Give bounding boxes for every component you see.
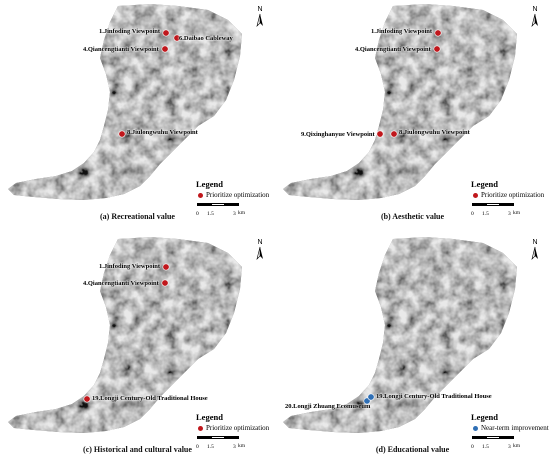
scale-unit: km [238, 210, 246, 216]
legend-dot-icon [198, 425, 203, 431]
panel-aesthetic: 1.Jinfoding Viewpoint 4.Qiancengtianti V… [275, 0, 550, 232]
terrain-map [283, 4, 517, 200]
label-jiulongwuhu: 8.Jiulongwuhu Viewpoint [127, 129, 198, 136]
label-jiulongwuhu: 8.Jiulongwuhu Viewpoint [399, 129, 470, 136]
marker-4 [161, 279, 169, 287]
scale-tick-2: 3 [233, 211, 236, 217]
marker-4 [161, 45, 169, 53]
panel-historical-cultural: 1.Jinfoding Viewpoint 4.Qiancengtianti V… [0, 233, 275, 465]
legend-item: Near-term improvement [473, 424, 549, 432]
label-longji-ecomuseum: 20.Longji Zhuang Ecomuseum [285, 403, 371, 410]
label-qiancengtianti: 4.Qiancengtianti Viewpoint [355, 46, 431, 53]
label-qiancengtianti: 4.Qiancengtianti Viewpoint [83, 46, 159, 53]
scale-bar [197, 203, 239, 208]
marker-8 [390, 130, 398, 138]
marker-19 [367, 393, 375, 401]
marker-1 [434, 29, 442, 37]
label-qiancengtianti: 4.Qiancengtianti Viewpoint [83, 280, 159, 287]
marker-4 [433, 45, 441, 53]
panel-educational: 20.Longji Zhuang Ecomuseum 19.Longji Cen… [275, 233, 550, 465]
legend-title: Legend [196, 179, 223, 189]
scale-unit: km [513, 210, 521, 216]
north-arrow-icon: N [529, 239, 541, 261]
marker-1 [162, 29, 170, 37]
legend-item: Prioritize optimization [198, 424, 269, 432]
terrain-map [8, 4, 242, 200]
label-longji-house: 19.Longji Century-Old Traditional House [92, 395, 208, 402]
scale-tick-1: 1.5 [482, 211, 489, 217]
scale-tick-1: 1.5 [207, 444, 214, 450]
scale-tick-2: 3 [233, 444, 236, 450]
terrain-map [283, 237, 517, 433]
terrain-map [8, 237, 242, 433]
scale-unit: km [238, 443, 246, 449]
scale-tick-0: 0 [471, 211, 474, 217]
scale-tick-0: 0 [196, 444, 199, 450]
legend-title: Legend [471, 179, 498, 189]
scale-unit: km [513, 443, 521, 449]
scale-tick-1: 1.5 [207, 211, 214, 217]
scale-bar [197, 436, 239, 441]
scale-tick-1: 1.5 [482, 444, 489, 450]
north-arrow-icon: N [254, 239, 266, 261]
label-jinfoding: 1.Jinfoding Viewpoint [99, 28, 161, 35]
scale-tick-0: 0 [196, 211, 199, 217]
legend-title: Legend [471, 412, 498, 422]
marker-19 [83, 395, 91, 403]
marker-8 [118, 130, 126, 138]
panel-caption: (c) Historical and cultural value [83, 445, 192, 454]
scale-tick-2: 3 [508, 211, 511, 217]
label-daibao: 6.Daibao Cableway [179, 35, 233, 42]
scale-tick-0: 0 [471, 444, 474, 450]
legend-dot-icon [198, 192, 203, 198]
label-jinfoding: 1.Jinfoding Viewpoint [371, 28, 433, 35]
label-longji-house: 19.Longji Century-Old Traditional House [376, 393, 492, 400]
panel-caption: (d) Educational value [375, 445, 450, 454]
north-arrow-icon: N [254, 6, 266, 28]
panel-recreational: 1.Jinfoding Viewpoint 6.Daibao Cableway … [0, 0, 275, 232]
legend-title: Legend [196, 412, 223, 422]
label-qixinghanyue: 9.Qixinghanyue Viewpoint [301, 131, 375, 138]
label-jinfoding: 1.Jinfoding Viewpoint [99, 263, 161, 270]
scale-tick-2: 3 [508, 444, 511, 450]
north-arrow-icon: N [529, 6, 541, 28]
panel-caption: (b) Aesthetic value [380, 212, 445, 221]
legend-dot-icon [473, 192, 478, 198]
panel-caption: (a) Recreational value [100, 212, 175, 221]
legend-dot-icon [473, 425, 478, 431]
marker-6 [173, 34, 181, 42]
legend-item: Prioritize optimization [198, 191, 269, 199]
scale-bar [472, 203, 514, 208]
marker-1 [162, 263, 170, 271]
marker-9 [376, 130, 384, 138]
scale-bar [472, 436, 514, 441]
legend-item: Prioritize optimization [473, 191, 544, 199]
